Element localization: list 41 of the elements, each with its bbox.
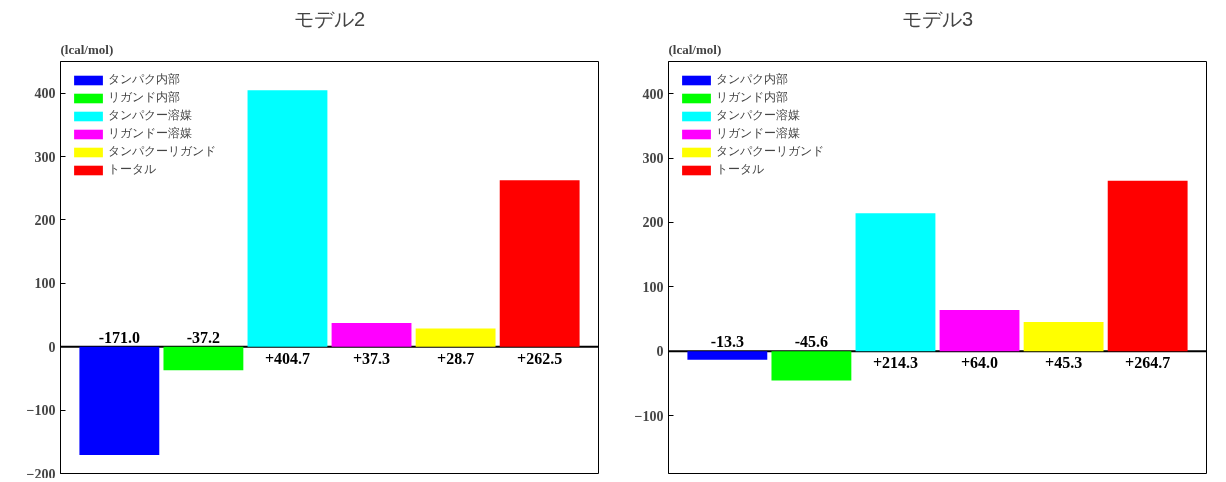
data-label: +262.5 <box>517 349 563 367</box>
y-tick-label: 300 <box>642 151 664 167</box>
data-label: -45.6 <box>794 333 829 351</box>
y-tick-label: 100 <box>34 276 56 292</box>
data-label: +45.3 <box>1045 354 1083 372</box>
data-label: -37.2 <box>186 328 221 346</box>
y-tick-label: −100 <box>634 408 664 424</box>
data-label: +404.7 <box>264 349 311 367</box>
legend-label: タンパクー溶媒 <box>716 107 800 124</box>
chart-title: モデル2 <box>293 7 366 30</box>
data-label: +64.0 <box>960 354 999 372</box>
legend-label: リガンド内部 <box>716 89 788 106</box>
legend-label: タンパク内部 <box>108 71 180 88</box>
y-axis-title: (lcal/mol) <box>668 41 722 57</box>
y-tick-label: 300 <box>34 149 56 165</box>
y-tick-label: −200 <box>26 466 56 482</box>
y-tick-label: 200 <box>34 212 56 228</box>
legend-label: トータル <box>108 161 156 178</box>
data-label: +28.7 <box>437 349 475 367</box>
data-label: +37.3 <box>352 349 391 367</box>
y-tick-label: −100 <box>26 403 56 419</box>
chart-title: モデル3 <box>901 7 974 30</box>
data-label: -13.3 <box>710 333 745 351</box>
y-tick-label: 0 <box>48 339 56 355</box>
y-tick-label: 0 <box>656 344 664 360</box>
y-tick-label: 400 <box>642 86 664 102</box>
y-tick-label: 200 <box>642 215 664 231</box>
y-tick-label: 400 <box>34 86 56 102</box>
legend-label: タンパクー溶媒 <box>108 107 192 124</box>
legend-label: トータル <box>716 161 764 178</box>
legend-label: タンパク内部 <box>716 71 788 88</box>
y-axis-title: (lcal/mol) <box>60 41 114 57</box>
data-label: -171.0 <box>98 328 141 346</box>
legend-label: リガンドー溶媒 <box>108 125 192 142</box>
legend-label: タンパクーリガンド <box>716 143 824 160</box>
legend-label: タンパクーリガンド <box>108 143 216 160</box>
data-label: +264.7 <box>1125 354 1171 372</box>
y-tick-label: 100 <box>642 279 664 295</box>
data-label: +214.3 <box>872 354 919 372</box>
legend-label: リガンドー溶媒 <box>716 125 800 142</box>
legend-label: リガンド内部 <box>108 89 180 106</box>
